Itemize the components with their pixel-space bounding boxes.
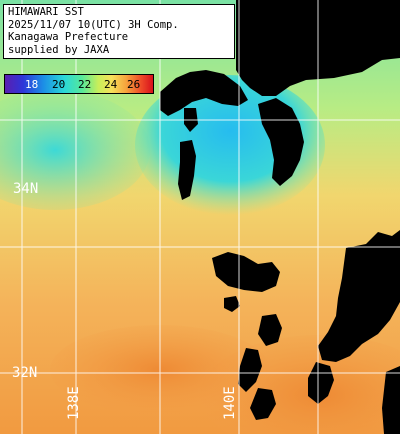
hachijo-island-land (250, 388, 276, 420)
scale-label-20: 20 (52, 78, 66, 91)
map-credit: supplied by JAXA (8, 43, 110, 56)
izu-oshima-land (212, 252, 280, 292)
lat-label-34n: 34N (13, 181, 39, 197)
lon-label-138e: 138E (66, 386, 82, 420)
east-cloud-mask-edge (382, 366, 400, 434)
lon-label-140e: 140E (222, 386, 238, 420)
scale-label-24: 24 (104, 78, 118, 91)
tokyo-area-land (160, 70, 248, 116)
map-info-box: HIMAWARI SST 2025/11/07 10(UTC) 3H Comp.… (3, 4, 235, 59)
map-region: Kanagawa Prefecture (8, 31, 129, 44)
kozu-island-land (224, 296, 240, 312)
map-title: HIMAWARI SST (8, 6, 84, 18)
izu-peninsula-land (178, 140, 196, 200)
east-cloud-mask (318, 230, 400, 362)
temperature-color-scale: 18 20 22 24 26 (4, 74, 154, 94)
scale-label-22: 22 (78, 78, 92, 91)
scale-label-26: 26 (127, 78, 141, 91)
mikura-island-land (238, 348, 262, 392)
miyake-island-land (258, 314, 282, 346)
lat-label-32n: 32N (12, 365, 38, 381)
scale-label-18: 18 (25, 78, 39, 91)
map-timestamp: 2025/11/07 10(UTC) 3H Comp. (8, 18, 179, 31)
